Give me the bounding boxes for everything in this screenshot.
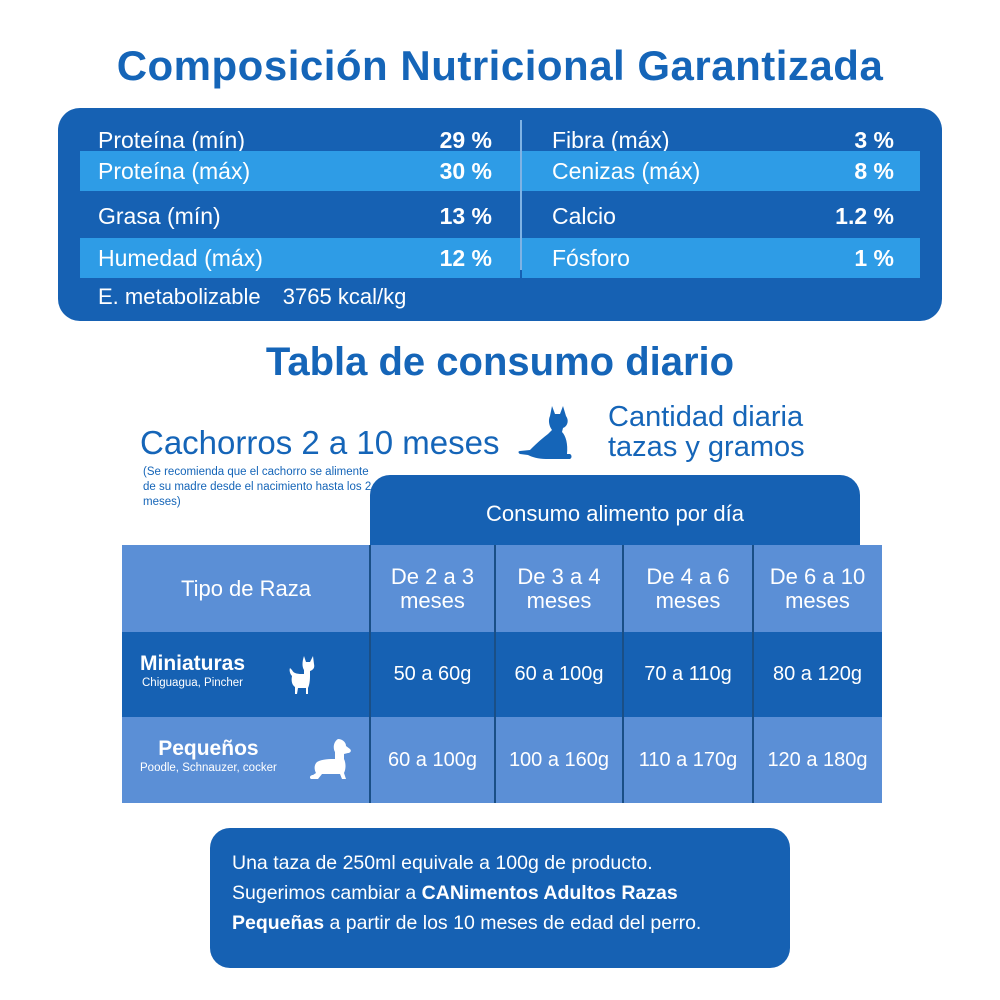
quantity-label-line: tazas y gramos bbox=[608, 431, 805, 463]
nutrient-label: Cenizas (máx) bbox=[552, 158, 701, 184]
energy-value: 3765 kcal/kg bbox=[282, 284, 407, 309]
quantity-label: Cantidad diaria tazas y gramos bbox=[608, 402, 805, 462]
nutrient-label: Proteína (mín) bbox=[98, 127, 245, 153]
nutrition-row: Grasa (mín) 13 % bbox=[58, 196, 520, 236]
nutrition-box: Proteína (mín) 29 % Proteína (máx) 30 % … bbox=[58, 108, 942, 321]
age-header-line: De 3 a 4 bbox=[517, 563, 601, 589]
table-row: Miniaturas Chiguagua, Pincher 50 a 60g 6… bbox=[122, 632, 882, 717]
consumption-table: Tipo de Raza De 2 a 3 meses De 3 a 4 meses… bbox=[122, 545, 882, 803]
nutrient-value: 1.2 % bbox=[835, 203, 894, 229]
nutrient-value: 1 % bbox=[854, 245, 894, 271]
amount-cell: 50 a 60g bbox=[393, 663, 472, 685]
table-divider bbox=[752, 545, 754, 803]
table-row: Pequeños Poodle, Schnauzer, cocker 60 a … bbox=[122, 717, 882, 803]
nutrient-value: 8 % bbox=[854, 158, 894, 184]
breed-type-header: Tipo de Raza bbox=[180, 575, 312, 601]
breed-label: Pequeños Poodle, Schnauzer, cocker bbox=[140, 737, 277, 774]
nutrition-row: Cenizas (máx) 8 % bbox=[522, 151, 920, 191]
puppy-title: Cachorros 2 a 10 meses bbox=[140, 424, 500, 461]
table-divider bbox=[622, 545, 624, 803]
age-header-line: De 2 a 3 bbox=[390, 563, 475, 589]
note-product: Pequeñas bbox=[232, 912, 325, 934]
quantity-label-line: Cantidad diaria bbox=[608, 401, 804, 433]
column-divider bbox=[520, 120, 522, 270]
nutrient-value: 30 % bbox=[439, 158, 492, 184]
table-divider bbox=[369, 545, 371, 803]
consumption-tab: Consumo alimento por día bbox=[370, 475, 860, 547]
nutrition-row: Proteína (mín) 29 % bbox=[58, 120, 520, 160]
amount-cell: 100 a 160g bbox=[508, 748, 610, 771]
breed-name: Miniaturas bbox=[140, 652, 246, 675]
note-line: Una taza de 250ml equivale a 100g de pro… bbox=[232, 852, 653, 874]
age-header: De 3 a 4 meses bbox=[495, 545, 623, 632]
age-header-line: meses bbox=[785, 587, 850, 613]
age-header: De 4 a 6 meses bbox=[623, 545, 753, 632]
note-text: Sugerimos cambiar a bbox=[232, 882, 422, 904]
note-line: Pequeñas a partir de los 10 meses de eda… bbox=[232, 908, 790, 938]
energy-label: E. metabolizable bbox=[98, 284, 261, 309]
breed-cell: Miniaturas Chiguagua, Pincher bbox=[122, 632, 370, 717]
amount-cell: 80 a 120g bbox=[773, 663, 862, 685]
age-header-line: De 6 a 10 bbox=[769, 563, 866, 589]
nutrient-label: Fibra (máx) bbox=[552, 127, 670, 153]
table-header-row: Tipo de Raza De 2 a 3 meses De 3 a 4 meses… bbox=[122, 545, 882, 632]
age-header: De 6 a 10 meses bbox=[753, 545, 882, 632]
energy-line: E. metabolizable 3765 kcal/kg bbox=[98, 284, 422, 310]
nutrient-value: 3 % bbox=[854, 127, 894, 153]
nutrient-value: 12 % bbox=[439, 245, 492, 271]
age-header-line: meses bbox=[400, 587, 465, 613]
nutrition-row: Fósforo 1 % bbox=[522, 238, 920, 278]
breed-examples: Poodle, Schnauzer, cocker bbox=[140, 762, 277, 774]
amount-cell: 110 a 170g bbox=[638, 748, 738, 771]
nutrition-title: Composición Nutricional Garantizada bbox=[116, 42, 884, 89]
consumption-title: Tabla de consumo diario bbox=[265, 340, 735, 384]
puppy-note: (Se recomienda que el cachorro se alimen… bbox=[143, 466, 372, 508]
note-product: CANimentos Adultos Razas bbox=[421, 882, 678, 904]
breed-cell: Pequeños Poodle, Schnauzer, cocker bbox=[122, 717, 370, 803]
note-line: Sugerimos cambiar a CANimentos Adultos R… bbox=[232, 878, 790, 908]
nutrient-label: Fósforo bbox=[552, 245, 630, 271]
nutrition-row: Fibra (máx) 3 % bbox=[522, 120, 922, 160]
amount-cell: 60 a 100g bbox=[514, 663, 604, 685]
poodle-icon bbox=[309, 739, 351, 779]
nutrient-value: 13 % bbox=[439, 203, 492, 229]
breed-examples: Chiguagua, Pincher bbox=[142, 677, 244, 689]
amount-cell: 120 a 180g bbox=[767, 748, 868, 771]
age-header-line: De 4 a 6 bbox=[646, 563, 730, 589]
breed-label: Miniaturas Chiguagua, Pincher bbox=[140, 652, 245, 689]
amount-cell: 70 a 110g bbox=[644, 663, 732, 685]
note-text: a partir de los 10 meses de edad del per… bbox=[324, 912, 702, 934]
breed-name: Pequeños bbox=[158, 737, 259, 760]
age-header-line: meses bbox=[526, 587, 592, 613]
amount-cell: 60 a 100g bbox=[388, 748, 477, 771]
sitting-puppy-icon bbox=[518, 406, 572, 459]
nutrition-row: Calcio 1.2 % bbox=[522, 196, 922, 236]
nutrient-value: 29 % bbox=[439, 127, 492, 153]
table-divider bbox=[494, 545, 496, 803]
serving-note: Una taza de 250ml equivale a 100g de pro… bbox=[210, 828, 790, 968]
age-header: De 2 a 3 meses bbox=[370, 545, 495, 632]
chihuahua-icon bbox=[289, 656, 315, 694]
nutrient-label: Proteína (máx) bbox=[98, 158, 251, 184]
age-header-line: meses bbox=[655, 587, 721, 613]
nutrition-row: Humedad (máx) 12 % bbox=[80, 238, 520, 278]
nutrient-label: Grasa (mín) bbox=[98, 203, 221, 229]
nutrition-row: Proteína (máx) 30 % bbox=[80, 151, 520, 191]
nutrient-label: Calcio bbox=[552, 203, 616, 229]
nutrient-label: Humedad (máx) bbox=[98, 245, 263, 271]
